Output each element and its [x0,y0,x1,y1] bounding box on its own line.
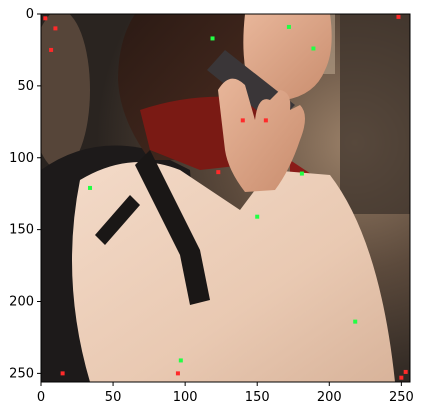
x-tick-label: 0 [37,390,45,405]
red-marker [263,118,268,123]
red-marker [60,371,65,376]
y-tick-label: 100 [9,151,34,166]
red-marker [175,371,180,376]
red-marker [49,47,54,52]
x-axis: 0 50 100 150 200 250 [37,382,414,405]
green-marker [178,358,183,363]
y-tick-label: 50 [17,79,34,94]
green-marker [210,36,215,41]
green-marker [311,46,316,51]
red-marker [403,369,408,374]
x-tick-label: 50 [105,390,122,405]
y-axis: 0 50 100 150 200 250 [9,7,41,381]
x-tick-label: 200 [317,390,342,405]
red-marker [53,26,58,31]
green-marker [286,24,291,29]
red-marker [396,14,401,19]
red-marker [216,170,221,175]
x-tick-label: 150 [245,390,270,405]
y-tick-label: 250 [9,366,34,381]
x-tick-label: 250 [389,390,414,405]
y-tick-label: 200 [9,295,34,310]
red-marker [43,16,48,21]
green-marker [88,185,93,190]
green-marker [353,319,358,324]
green-marker [255,214,260,219]
x-tick-label: 100 [173,390,198,405]
axes-frame [40,13,411,383]
marker-layer [43,14,408,380]
red-marker [240,118,245,123]
y-tick-label: 150 [9,223,34,238]
photo-of-woman-on-phone [41,14,410,382]
green-marker [299,171,304,176]
red-marker [399,375,404,380]
y-tick-label: 0 [26,7,34,22]
